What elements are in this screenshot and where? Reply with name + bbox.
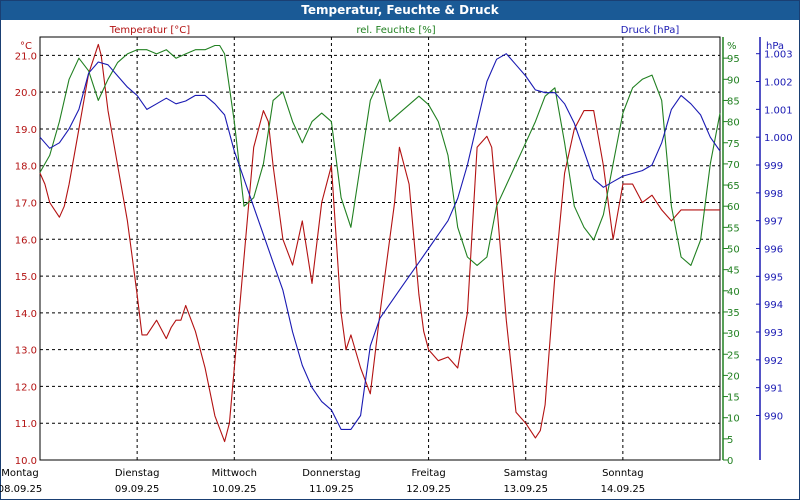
humidity-tick-label: 95	[727, 54, 740, 65]
window-title: Temperatur, Feuchte & Druck	[1, 1, 799, 20]
humidity-tick-label: 85	[727, 96, 740, 107]
temperature-tick-label: 15.0	[15, 272, 37, 283]
humidity-tick-label: 10	[727, 414, 740, 425]
legend-temperature: Temperatur [°C]	[109, 25, 190, 36]
humidity-tick-label: 30	[727, 329, 740, 340]
legend-humidity: rel. Feuchte [%]	[356, 25, 435, 36]
pressure-tick-label: 1.000	[764, 133, 793, 144]
x-date-label: 11.09.25	[309, 484, 354, 495]
temperature-tick-label: 10.0	[15, 456, 37, 467]
temperature-tick-label: 11.0	[15, 419, 37, 430]
humidity-tick-label: 40	[727, 287, 740, 298]
x-day-label: Freitag	[411, 468, 445, 479]
x-date-label: 10.09.25	[212, 484, 257, 495]
x-day-label: Samstag	[504, 468, 548, 479]
humidity-tick-label: 5	[727, 435, 733, 446]
temperature-tick-label: 13.0	[15, 346, 37, 357]
x-date-label: 13.09.25	[503, 484, 548, 495]
humidity-tick-label: 50	[727, 245, 740, 256]
pressure-tick-label: 994	[764, 300, 783, 311]
humidity-tick-label: 60	[727, 202, 740, 213]
humidity-unit-label: %	[727, 41, 737, 52]
temperature-tick-label: 19.0	[15, 125, 37, 136]
pressure-tick-label: 1.003	[764, 50, 793, 61]
x-day-label: Dienstag	[115, 468, 160, 479]
pressure-unit-label: hPa	[766, 41, 784, 52]
humidity-tick-label: 0	[727, 456, 733, 467]
pressure-tick-label: 991	[764, 384, 783, 395]
humidity-tick-label: 20	[727, 371, 740, 382]
x-day-label: Sonntag	[602, 468, 644, 479]
humidity-tick-label: 80	[727, 118, 740, 129]
humidity-line	[39, 44, 721, 266]
humidity-tick-label: 55	[727, 223, 740, 234]
pressure-line	[39, 53, 721, 430]
x-date-label: 14.09.25	[601, 484, 646, 495]
temperature-tick-label: 16.0	[15, 235, 37, 246]
x-day-label: Donnerstag	[302, 468, 360, 479]
x-date-label: 12.09.25	[406, 484, 451, 495]
pressure-tick-label: 1.002	[764, 78, 793, 89]
humidity-tick-label: 45	[727, 266, 740, 277]
temperature-unit-label: °C	[20, 41, 32, 52]
pressure-tick-label: 997	[764, 217, 783, 228]
x-day-label: Mittwoch	[212, 468, 257, 479]
pressure-tick-label: 993	[764, 328, 783, 339]
humidity-tick-label: 15	[727, 393, 740, 404]
temperature-tick-label: 17.0	[15, 199, 37, 210]
temperature-line	[39, 43, 720, 443]
grid-lines	[40, 37, 720, 461]
temperature-tick-label: 18.0	[15, 162, 37, 173]
temperature-tick-label: 20.0	[15, 88, 37, 99]
humidity-tick-label: 90	[727, 75, 740, 86]
humidity-tick-label: 65	[727, 181, 740, 192]
temperature-tick-label: 21.0	[15, 51, 37, 62]
pressure-tick-label: 999	[764, 161, 783, 172]
temperature-tick-label: 12.0	[15, 382, 37, 393]
humidity-tick-label: 70	[727, 160, 740, 171]
pressure-tick-label: 995	[764, 272, 783, 283]
axis-labels: 10.0 11.0 12.0 13.0 14.0 15.0 16.0 17.0 18.0 19.0…	[0, 25, 793, 495]
temperature-tick-label: 14.0	[15, 309, 37, 320]
x-date-label: 08.09.25	[0, 484, 42, 495]
x-date-label: 09.09.25	[115, 484, 160, 495]
pressure-tick-label: 996	[764, 245, 783, 256]
plot-frame	[39, 36, 721, 461]
axes	[39, 36, 761, 461]
pressure-tick-label: 990	[764, 411, 783, 422]
x-day-label: Montag	[1, 468, 38, 479]
legend-pressure: Druck [hPa]	[621, 25, 680, 36]
pressure-tick-label: 1.001	[764, 105, 793, 116]
humidity-tick-label: 35	[727, 308, 740, 319]
series-lines	[39, 43, 721, 443]
humidity-tick-label: 75	[727, 139, 740, 150]
humidity-tick-label: 25	[727, 350, 740, 361]
pressure-tick-label: 992	[764, 356, 783, 367]
pressure-tick-label: 998	[764, 189, 783, 200]
